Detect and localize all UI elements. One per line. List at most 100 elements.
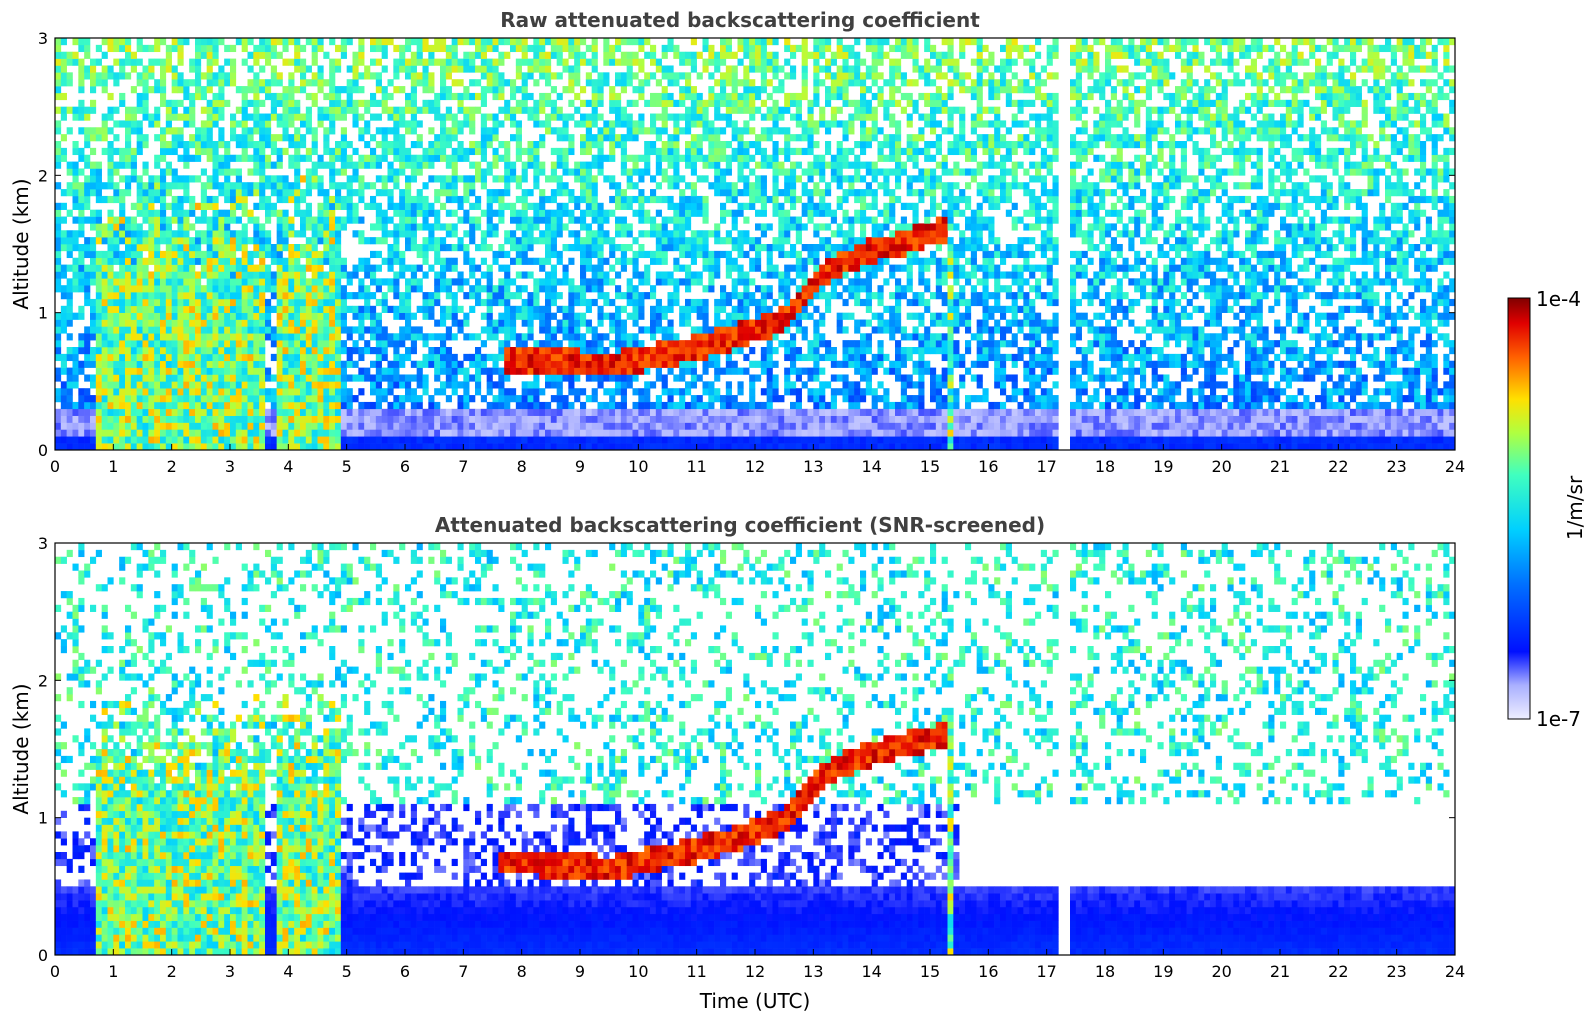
heatmap-cell	[638, 347, 645, 355]
heatmap-cell	[300, 175, 307, 183]
heatmap-cell	[568, 168, 575, 176]
heatmap-cell	[445, 395, 452, 403]
heatmap-cell	[66, 381, 73, 389]
heatmap-cell	[527, 395, 534, 403]
heatmap-cell	[218, 79, 225, 87]
heatmap-cell	[101, 127, 108, 135]
heatmap-cell	[183, 147, 190, 156]
heatmap-cell	[632, 367, 639, 375]
heatmap-cell	[101, 388, 108, 396]
heatmap-cell	[550, 326, 557, 334]
heatmap-cell	[183, 209, 190, 217]
heatmap-cell	[492, 333, 499, 341]
heatmap-cell	[113, 168, 120, 176]
heatmap-cell	[580, 120, 587, 128]
heatmap-cell	[288, 223, 295, 231]
heatmap-cell	[84, 333, 91, 341]
heatmap-cell	[673, 292, 680, 300]
heatmap-cell	[603, 374, 610, 382]
heatmap-cell	[136, 340, 143, 348]
heatmap-cell	[504, 367, 511, 375]
heatmap-cell	[609, 278, 616, 286]
heatmap-cell	[253, 401, 260, 410]
heatmap-cell	[556, 175, 563, 183]
heatmap-cell	[335, 340, 342, 348]
heatmap-cell	[177, 99, 184, 107]
heatmap-cell	[667, 388, 674, 396]
heatmap-cell	[200, 395, 207, 403]
heatmap-cell	[364, 271, 371, 279]
heatmap-cell	[130, 120, 137, 128]
heatmap-cell	[615, 106, 622, 114]
heatmap-cell	[329, 401, 336, 410]
heatmap-cell	[195, 347, 202, 355]
heatmap-cell	[235, 257, 242, 265]
heatmap-cell	[305, 388, 312, 396]
heatmap-cell	[358, 285, 365, 293]
heatmap-cell	[661, 250, 668, 259]
heatmap-cell	[428, 106, 435, 114]
heatmap-cell	[702, 230, 709, 238]
heatmap-cell	[416, 443, 423, 451]
heatmap-cell	[346, 360, 353, 368]
heatmap-cell	[247, 209, 254, 217]
heatmap-cell	[550, 285, 557, 293]
heatmap-cell	[171, 436, 178, 444]
heatmap-cell	[95, 408, 102, 416]
heatmap-cell	[679, 264, 686, 272]
heatmap-cell	[440, 202, 447, 210]
heatmap-cell	[113, 388, 120, 396]
heatmap-cell	[329, 244, 336, 252]
heatmap-cell	[305, 415, 312, 423]
heatmap-cell	[160, 395, 167, 403]
heatmap-cell	[270, 38, 277, 46]
heatmap-cell	[539, 340, 546, 348]
heatmap-cell	[440, 38, 447, 46]
heatmap-cell	[510, 436, 517, 444]
heatmap-cell	[585, 209, 592, 217]
heatmap-cell	[463, 244, 470, 252]
heatmap-cell	[288, 353, 295, 362]
heatmap-cell	[364, 106, 371, 114]
heatmap-cell	[177, 182, 184, 190]
heatmap-cell	[311, 360, 318, 368]
heatmap-cell	[113, 415, 120, 423]
heatmap-cell	[498, 154, 505, 162]
heatmap-cell	[609, 244, 616, 252]
heatmap-cell	[475, 374, 482, 382]
heatmap-cell	[685, 92, 692, 101]
heatmap-cell	[410, 161, 417, 169]
heatmap-cell	[311, 319, 318, 327]
heatmap-cell	[545, 353, 552, 362]
heatmap-cell	[591, 58, 598, 66]
heatmap-cell	[352, 374, 359, 382]
heatmap-cell	[603, 298, 610, 307]
heatmap-cell	[282, 388, 289, 396]
heatmap-cell	[335, 422, 342, 430]
heatmap-cell	[457, 367, 464, 375]
heatmap-cell	[580, 367, 587, 375]
heatmap-cell	[183, 195, 190, 204]
heatmap-cell	[521, 250, 528, 259]
heatmap-cell	[510, 44, 517, 53]
heatmap-cell	[597, 278, 604, 286]
heatmap-cell	[375, 353, 382, 362]
heatmap-cell	[235, 436, 242, 444]
heatmap-cell	[282, 58, 289, 66]
heatmap-cell	[387, 141, 394, 149]
heatmap-cell	[410, 86, 417, 94]
heatmap-cell	[346, 161, 353, 169]
heatmap-cell	[317, 374, 324, 382]
heatmap-cell	[113, 340, 120, 348]
heatmap-cell	[515, 134, 522, 142]
heatmap-cell	[451, 388, 458, 396]
heatmap-cell	[585, 168, 592, 176]
heatmap-cell	[498, 298, 505, 307]
heatmap-cell	[317, 278, 324, 286]
heatmap-cell	[416, 401, 423, 410]
heatmap-cell	[212, 271, 219, 279]
heatmap-cell	[568, 209, 575, 217]
heatmap-cell	[200, 388, 207, 396]
heatmap-cell	[679, 360, 686, 368]
heatmap-cell	[340, 408, 347, 416]
